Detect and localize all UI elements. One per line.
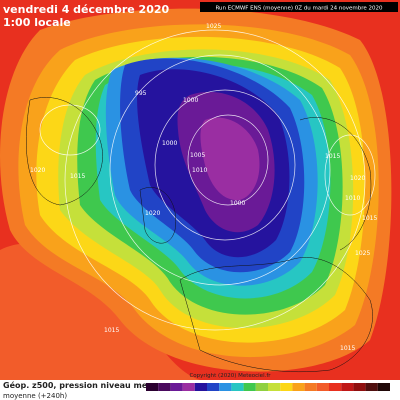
colorbar-swatch <box>219 383 232 391</box>
footer-subtitle: moyenne (+240h) <box>3 392 67 400</box>
isobar-label: 1020 <box>30 167 45 174</box>
isobar-label: 1010 <box>345 195 360 202</box>
colorbar-swatch <box>170 383 183 391</box>
isobar-label: 1005 <box>190 152 205 159</box>
isobar-label: 1015 <box>325 153 340 160</box>
colorbar-swatch <box>158 383 171 391</box>
colorbar-swatch <box>365 383 378 391</box>
colorbar-swatch <box>255 383 268 391</box>
footer-title: Géop. z500, pression niveau mer <box>3 380 151 390</box>
colorbar-swatch <box>231 383 244 391</box>
date: vendredi 4 décembre 2020 <box>3 3 170 16</box>
colorbar-swatch <box>329 383 342 391</box>
isobar-label: 1000 <box>183 97 198 104</box>
colorbar-swatch <box>304 383 317 391</box>
colorbar-swatch <box>194 383 207 391</box>
time: 1:00 locale <box>3 16 71 29</box>
isobar-label: 1015 <box>340 345 355 352</box>
colorbar-swatch <box>146 383 159 391</box>
run-info: Run ECMWF ENS (moyenne) 0Z du mardi 24 n… <box>215 6 383 12</box>
run-bg <box>200 2 398 12</box>
copyright: Copyright (2020) Meteociel.fr <box>189 373 271 379</box>
isobar-label: 1020 <box>145 210 160 217</box>
colorbar-swatch <box>377 383 390 391</box>
colorbar <box>146 383 390 391</box>
isobar-label: 1000 <box>230 200 245 207</box>
colorbar-swatch <box>292 383 305 391</box>
isobar-label: 1020 <box>350 175 365 182</box>
colorbar-swatch <box>182 383 195 391</box>
colorbar-swatch <box>268 383 281 391</box>
isobar-label: 995 <box>135 90 147 97</box>
isobar-label: 1000 <box>162 140 177 147</box>
colorbar-swatch <box>316 383 329 391</box>
field <box>200 117 260 201</box>
field <box>0 243 200 380</box>
isobar-label: 1015 <box>362 215 377 222</box>
colorbar-swatch <box>353 383 366 391</box>
isobar-label: 1015 <box>104 327 119 334</box>
coastlines <box>26 97 373 373</box>
isobar-label: 1010 <box>192 167 207 174</box>
isobar-label: 1015 <box>70 173 85 180</box>
isobar-label: 1025 <box>355 250 370 257</box>
colorbar-swatch <box>207 383 220 391</box>
colorbar-swatch <box>243 383 256 391</box>
colorbar-swatch <box>341 383 354 391</box>
isobars <box>39 29 376 331</box>
colorbar-swatch <box>280 383 293 391</box>
isobar-label: 1025 <box>206 23 221 30</box>
